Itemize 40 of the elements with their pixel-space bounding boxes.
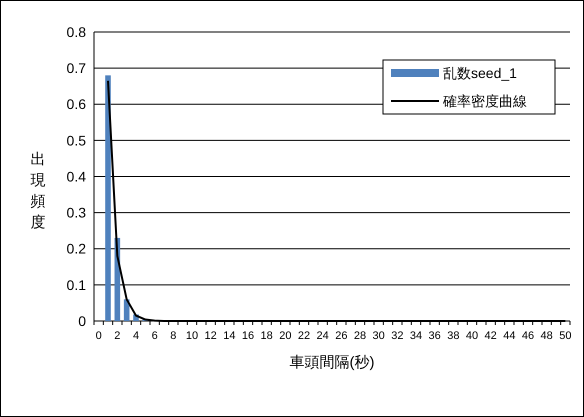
y-tick-label: 0.2 (66, 240, 86, 257)
x-tick-label: 28 (354, 330, 366, 342)
x-tick-label: 24 (316, 330, 329, 342)
y-tick-label: 0.6 (66, 96, 86, 112)
x-tick-label: 44 (503, 330, 516, 342)
x-tick-label: 16 (242, 330, 254, 342)
x-tick-label: 42 (484, 330, 497, 342)
x-tick-label: 10 (186, 330, 198, 342)
x-tick-label: 12 (204, 330, 217, 342)
y-tick-label: 0.7 (66, 60, 86, 76)
y-tick-label: 0.3 (66, 204, 86, 221)
x-tick-label: 38 (447, 330, 460, 342)
legend-label: 確率密度曲線 (442, 92, 527, 109)
y-axis-title: 出現頻度 (30, 151, 46, 231)
x-tick-label: 6 (152, 330, 158, 342)
x-tick-label: 48 (540, 330, 553, 342)
y-tick-label: 0.5 (66, 132, 86, 148)
x-tick-label: 4 (132, 330, 140, 342)
x-tick-label: 18 (260, 330, 273, 342)
x-tick-label: 20 (279, 330, 292, 342)
x-tick-label: 32 (391, 330, 404, 342)
x-tick-label: 50 (559, 330, 572, 342)
x-tick-label: 14 (223, 330, 236, 342)
x-tick-label: 0 (96, 330, 102, 342)
x-tick-label: 8 (170, 330, 176, 342)
legend-label: 乱数seed_1 (443, 64, 518, 81)
y-tick-label: 0 (78, 312, 86, 329)
x-axis-title: 車頭間隔(秒) (290, 354, 374, 371)
x-tick-label: 40 (466, 330, 478, 342)
bar (105, 75, 111, 321)
x-tick-label: 26 (335, 330, 348, 342)
y-tick-label: 0.1 (66, 276, 86, 293)
x-tick-label: 30 (372, 330, 385, 342)
y-tick-label: 0.8 (66, 24, 86, 40)
y-tick-label: 0.4 (66, 168, 86, 184)
x-tick-label: 34 (410, 330, 422, 342)
x-tick-label: 2 (114, 330, 120, 342)
x-tick-label: 36 (428, 330, 441, 342)
x-tick-label: 46 (522, 330, 534, 342)
x-tick-label: 22 (298, 330, 310, 342)
